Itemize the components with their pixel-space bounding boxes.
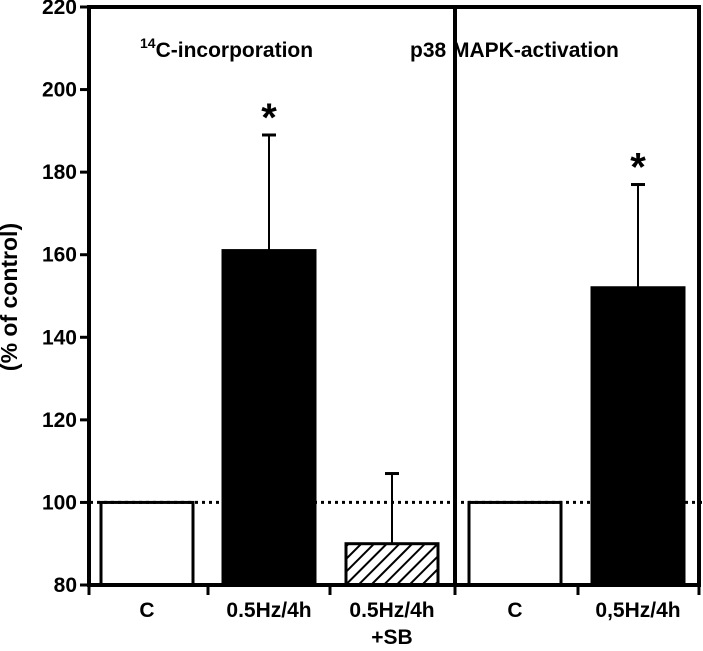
y-tick-label-220: 220 (42, 0, 77, 19)
y-tick-label-180: 180 (42, 161, 77, 184)
y-tick-label-120: 120 (42, 409, 77, 432)
y-tick-label-80: 80 (54, 574, 77, 597)
plot-frame (87, 5, 701, 587)
bar-p1-3 (344, 542, 440, 587)
category-label-p1-3: 0.5Hz/4h +SB (349, 599, 434, 649)
bar-p2-1 (467, 500, 563, 587)
y-axis-ticks: 80 100 120 140 160 180 200 220 (42, 0, 89, 597)
category-label-p2-2: 0,5Hz/4h (595, 599, 680, 622)
panel-title-2: p38 MAPK-activation (410, 39, 619, 62)
panel-title-1-superscript: 14 (140, 35, 156, 51)
panel-title-1: 14C-incorporation (140, 35, 313, 62)
category-label-p1-1: C (139, 599, 154, 622)
category-labels: C 0.5Hz/4h 0.5Hz/4h +SB C 0,5Hz/4h (139, 599, 680, 649)
y-tick-label-100: 100 (42, 491, 77, 514)
category-label-p1-2: 0.5Hz/4h (226, 599, 311, 622)
y-axis-label: (% of control) (0, 223, 22, 371)
panel-title-1-text: C-incorporation (156, 39, 314, 62)
bar-p2-2 (590, 286, 686, 587)
bar-p1-1 (99, 500, 195, 587)
significance-star-p1-2: * (261, 96, 277, 140)
y-tick-label-160: 160 (42, 244, 77, 267)
x-axis-ticks (87, 585, 701, 595)
significance-star-p2-2: * (630, 146, 646, 190)
y-tick-label-200: 200 (42, 79, 77, 102)
bar-p1-2 (221, 249, 317, 587)
y-tick-label-140: 140 (42, 326, 77, 349)
bars: ** (99, 96, 686, 587)
category-label-p2-1: C (507, 599, 522, 622)
